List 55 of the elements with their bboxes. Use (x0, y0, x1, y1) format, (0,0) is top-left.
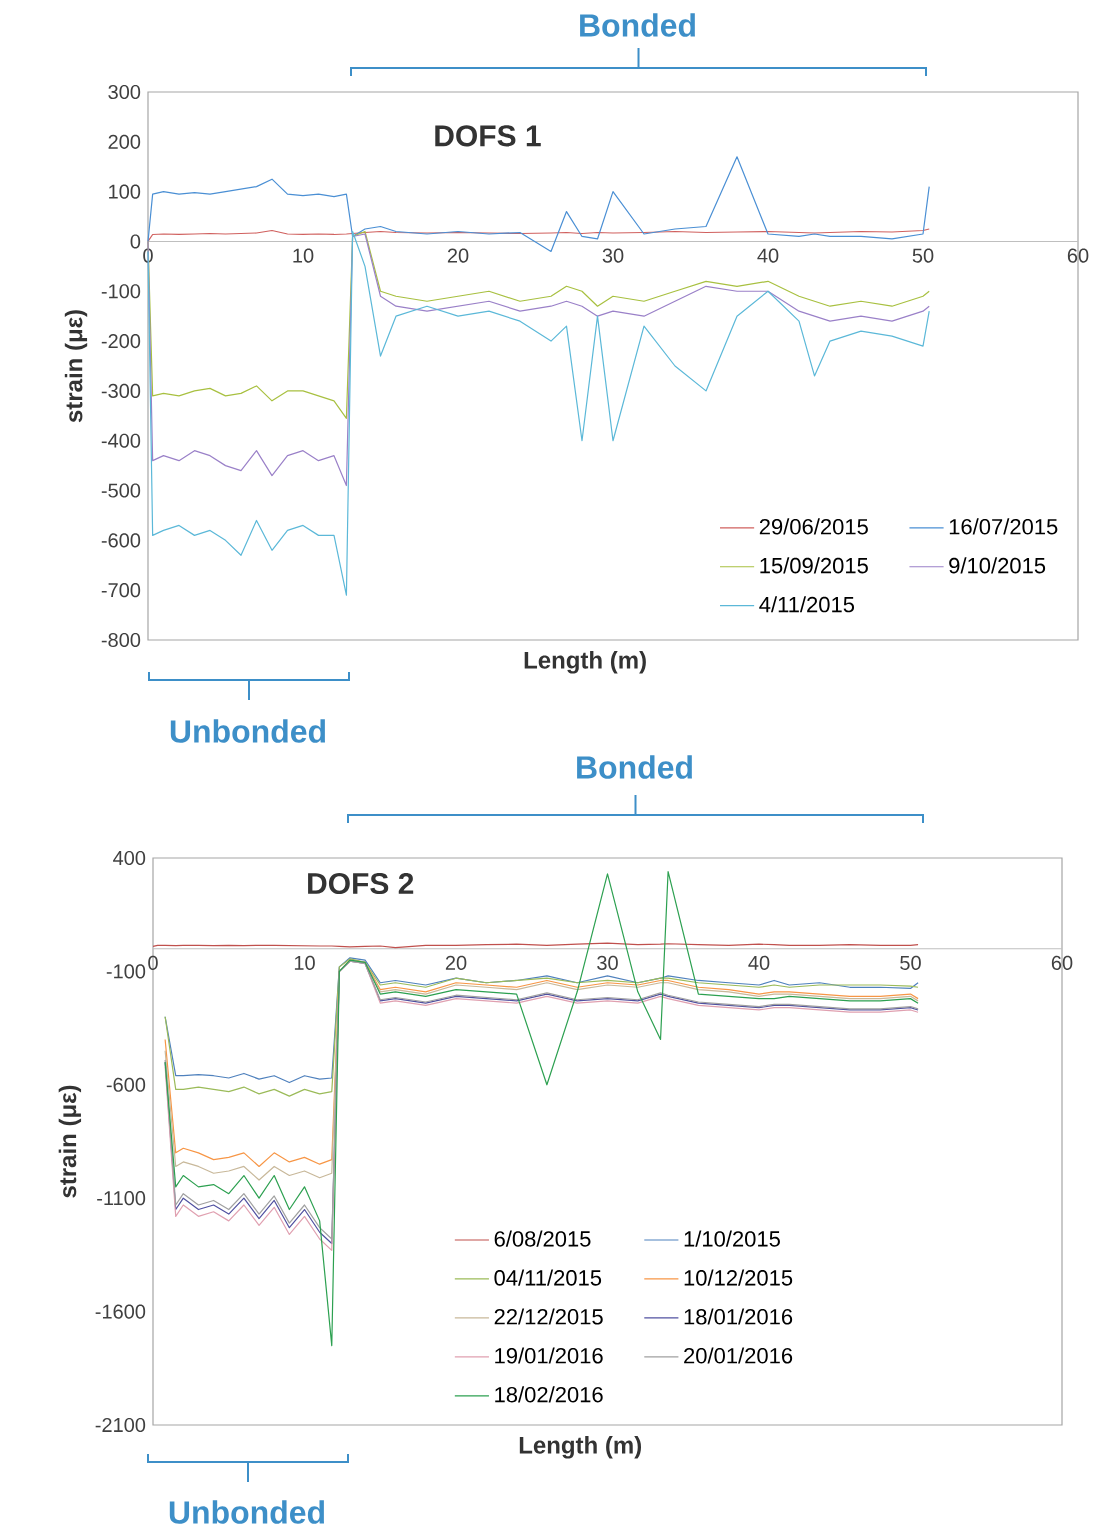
x-tick-label: 60 (1051, 955, 1073, 970)
y-tick-label: 400 (113, 850, 146, 866)
y-tick-label: -200 (101, 334, 141, 349)
x-axis-title: Length (m) (519, 1436, 642, 1459)
y-tick-label: -1100 (97, 1191, 146, 1206)
legend-label: 04/11/2015 (494, 1269, 602, 1286)
text: DOFS 1 (435, 125, 541, 147)
text: Bonded (580, 13, 695, 37)
y-tick-label: -400 (101, 433, 141, 448)
legend-label: 15/09/2015 (760, 557, 868, 574)
legend-label: 1/10/2015 (684, 1230, 780, 1247)
x-tick-label: 60 (1067, 248, 1089, 263)
x-tick-label: 50 (900, 955, 921, 970)
legend-label: 29/06/2015 (759, 518, 868, 535)
legend-label: 10/12/2015 (684, 1269, 793, 1286)
y-tick-label: -100 (106, 964, 146, 979)
y-tick-label: -1600 (95, 1304, 146, 1319)
x-tick-label: 20 (445, 955, 467, 970)
y-tick-label: -300 (101, 383, 141, 398)
legend-label: 18/01/2016 (684, 1308, 793, 1325)
y-tick-label: -2100 (95, 1417, 146, 1433)
x-tick-label: 10 (293, 248, 314, 263)
x-tick-label: 40 (748, 955, 770, 970)
x-tick-label: 10 (294, 955, 315, 970)
x-tick-label: 50 (912, 248, 934, 263)
text: Bonded (577, 755, 692, 779)
legend-label: 18/02/2016 (495, 1386, 603, 1403)
y-tick-label: 300 (108, 84, 141, 100)
y-tick-label: 100 (109, 184, 141, 199)
text: Unbonded (170, 719, 325, 743)
y-axis-title: strain (με) (64, 310, 88, 423)
y-tick-label: -600 (101, 533, 141, 548)
legend-label: 20/01/2016 (684, 1347, 793, 1364)
y-tick-label: 0 (130, 234, 141, 249)
chart-title: DOFS 2 (308, 872, 414, 895)
y-axis-title: strain (με) (58, 1085, 82, 1198)
y-tick-label: 200 (108, 134, 141, 149)
x-tick-label: 20 (447, 248, 469, 263)
x-tick-label: 0 (148, 955, 158, 970)
x-axis-title: Length (m) (524, 651, 646, 674)
legend-label: 19/01/2016 (495, 1347, 603, 1364)
y-tick-label: -800 (101, 632, 141, 648)
text: Unbonded (169, 1500, 324, 1524)
y-tick-label: -100 (101, 284, 141, 299)
y-tick-label: -500 (101, 483, 141, 498)
legend-label: 6/08/2015 (494, 1230, 591, 1247)
x-tick-label: 30 (602, 248, 624, 263)
legend-label: 16/07/2015 (949, 518, 1058, 535)
legend-label: 9/10/2015 (949, 557, 1046, 574)
x-tick-label: 40 (757, 248, 779, 263)
y-tick-label: -700 (101, 583, 141, 598)
x-tick-label: 30 (597, 955, 618, 970)
legend-label: 4/11/2015 (759, 596, 855, 613)
legend-label: 22/12/2015 (494, 1308, 603, 1325)
y-tick-label: -600 (106, 1077, 146, 1092)
